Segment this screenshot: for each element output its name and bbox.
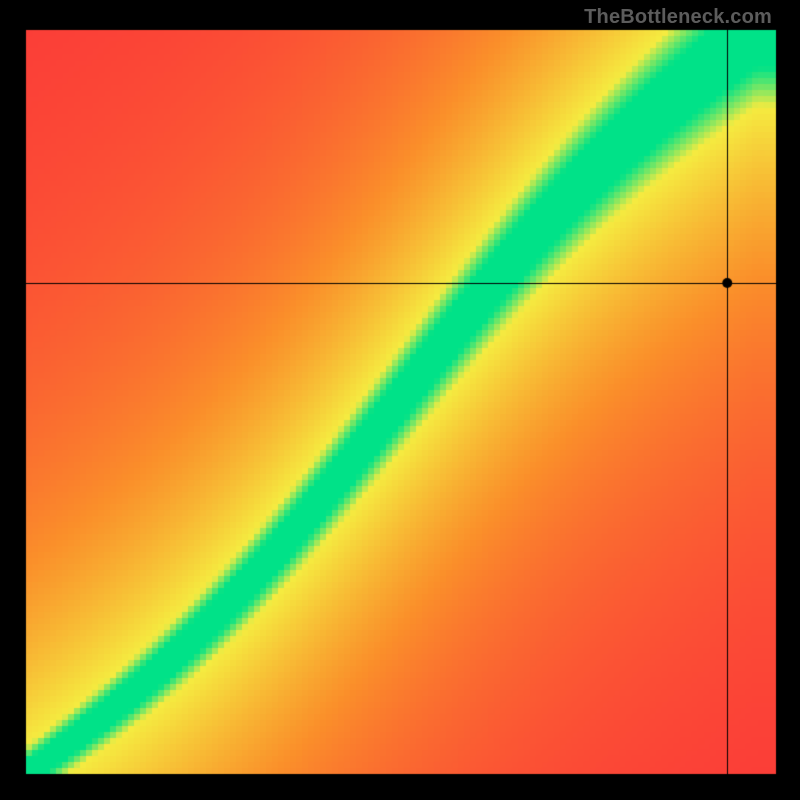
- chart-container: TheBottleneck.com: [0, 0, 800, 800]
- watermark-text: TheBottleneck.com: [584, 6, 772, 29]
- bottleneck-heatmap: [0, 0, 800, 800]
